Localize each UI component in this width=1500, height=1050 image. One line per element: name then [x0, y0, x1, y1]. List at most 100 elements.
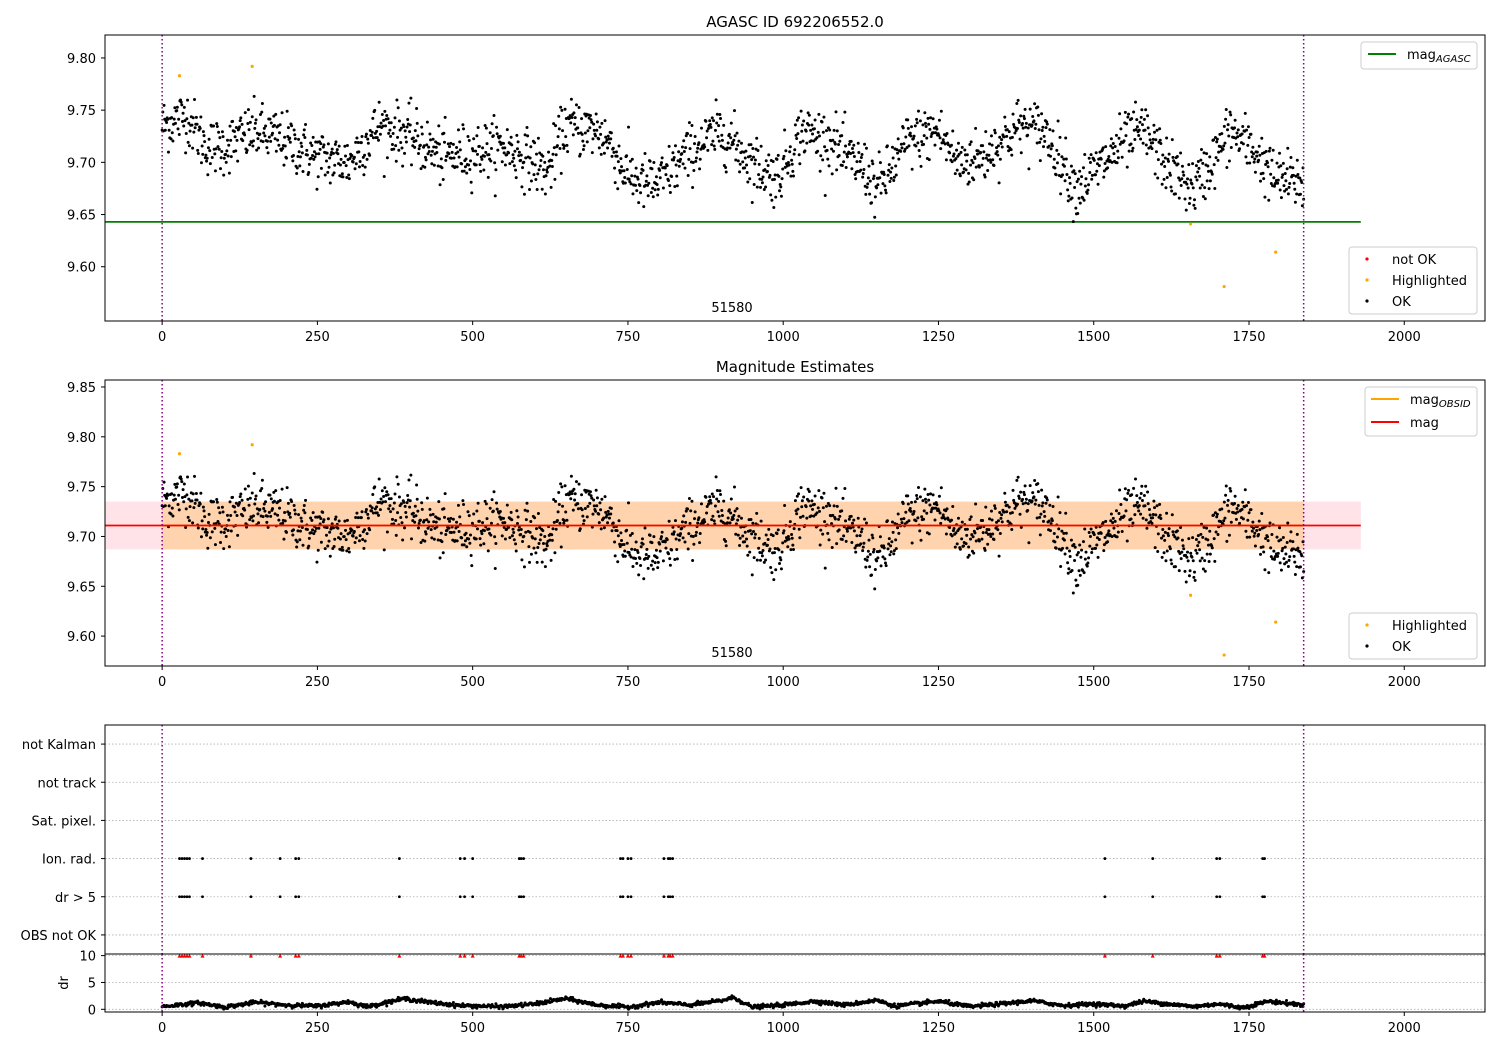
ok-point [965, 153, 969, 157]
ok-point [592, 498, 596, 502]
ok-point [666, 178, 670, 182]
ok-point [941, 138, 945, 142]
ok-point [644, 553, 648, 557]
ok-point [467, 138, 471, 142]
ok-point [1243, 111, 1247, 115]
ok-point [854, 550, 858, 554]
ok-point [991, 532, 995, 536]
ok-point [1179, 557, 1183, 561]
ok-point [820, 120, 824, 124]
ok-point [403, 129, 407, 133]
ok-point [1152, 123, 1156, 127]
flag-point [671, 857, 675, 860]
ok-point [779, 558, 783, 562]
panel2-legend-top[interactable]: magOBSID mag [1364, 386, 1478, 437]
ok-point [867, 164, 871, 168]
ok-point [550, 538, 554, 542]
ok-point [1224, 484, 1228, 488]
ok-point [469, 180, 473, 184]
ok-point [488, 131, 492, 135]
ok-point [277, 518, 281, 522]
flag-point [185, 857, 189, 860]
ok-point [623, 549, 627, 553]
ok-point [1269, 555, 1273, 559]
panel1-legend-bottom[interactable]: not OK Highlighted OK [1348, 246, 1478, 315]
legend-marker-ok [1365, 299, 1369, 303]
ok-point [1281, 173, 1285, 177]
ok-point [1031, 114, 1035, 118]
ok-point [480, 532, 484, 536]
ok-point [1129, 517, 1133, 521]
x-tick-label: 1750 [1232, 675, 1265, 690]
ok-point [640, 163, 644, 167]
ok-point [354, 162, 358, 166]
ok-point [592, 504, 596, 508]
ok-point [617, 144, 621, 148]
ok-point [1180, 538, 1184, 542]
ok-point [1013, 506, 1017, 510]
ok-point [1194, 548, 1198, 552]
ok-point [591, 512, 595, 516]
ok-point [955, 148, 959, 152]
ok-point [1063, 552, 1067, 556]
ok-point [1222, 500, 1226, 504]
ok-point [1196, 170, 1200, 174]
ok-point [353, 167, 357, 171]
ok-point [840, 538, 844, 542]
ok-point [545, 170, 549, 174]
ok-point [803, 149, 807, 153]
ok-point [1139, 115, 1143, 119]
ok-point [767, 153, 771, 157]
ok-point [1101, 521, 1105, 525]
ok-point [815, 136, 819, 140]
ok-point [312, 532, 316, 536]
ok-point [407, 478, 411, 482]
x-tick-label: 1500 [1077, 675, 1110, 690]
ok-point [1116, 530, 1120, 534]
ok-point [245, 148, 249, 152]
ok-point [1005, 134, 1009, 138]
ok-point [1151, 141, 1155, 145]
ok-point [665, 538, 669, 542]
ok-point [597, 146, 601, 150]
panel2-legend-bottom[interactable]: Highlighted OK [1348, 612, 1478, 660]
ok-point [986, 542, 990, 546]
ok-point [177, 508, 181, 512]
ok-point [1016, 98, 1020, 102]
ok-point [1062, 538, 1066, 542]
ok-point [661, 186, 665, 190]
ok-point [234, 149, 238, 153]
ok-point [750, 201, 754, 205]
ok-point [1173, 192, 1177, 196]
ok-point [483, 124, 487, 128]
flag-point [671, 895, 675, 899]
ok-point [429, 153, 433, 157]
flag-point [180, 857, 184, 860]
ok-point [357, 165, 361, 169]
ok-point [1198, 559, 1202, 563]
ok-point [394, 144, 398, 148]
ok-point [1065, 546, 1069, 550]
dr-point [326, 1004, 330, 1008]
ok-point [1041, 501, 1045, 505]
ok-point [485, 142, 489, 146]
ok-point [265, 514, 269, 518]
panel1-legend-top[interactable]: magAGASC [1360, 41, 1478, 70]
ok-point [206, 173, 210, 177]
ok-point [732, 485, 736, 489]
ok-point [210, 530, 214, 534]
ok-point [981, 156, 985, 160]
ok-point [1111, 141, 1115, 145]
ok-point [462, 127, 466, 131]
ok-point [1083, 152, 1087, 156]
ok-point [406, 494, 410, 498]
ok-point [881, 182, 885, 186]
ok-point [891, 156, 895, 160]
ok-point [378, 508, 382, 512]
ok-point [431, 137, 435, 141]
ok-point [677, 538, 681, 542]
ok-point [418, 143, 422, 147]
ok-point [482, 542, 486, 546]
ok-point [200, 519, 204, 523]
ok-point [452, 156, 456, 160]
